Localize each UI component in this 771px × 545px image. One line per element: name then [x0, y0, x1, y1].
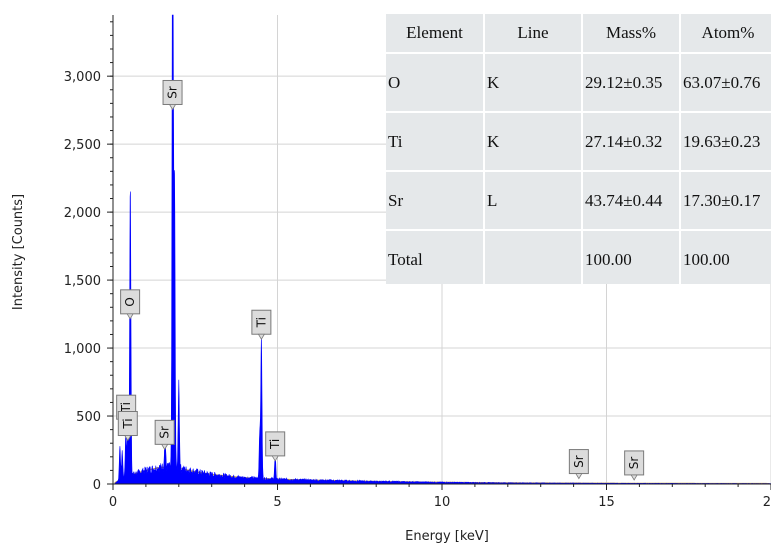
x-tick-label: 0: [109, 495, 117, 510]
x-axis-title: Energy [keV]: [405, 529, 489, 544]
y-tick-label: 1,000: [64, 342, 101, 357]
x-tick-label: 20: [763, 495, 771, 510]
header-mass: Mass%: [582, 14, 681, 54]
table-row: Sr L 43.74±0.44 17.30±0.17: [386, 171, 771, 231]
cell-line: [484, 230, 583, 284]
header-element: Element: [386, 14, 485, 54]
table-row: Ti K 27.14±0.32 19.63±0.23: [386, 112, 771, 172]
peak-label: Sr: [568, 449, 589, 480]
header-atom: Atom%: [680, 14, 771, 54]
cell-element: Ti: [386, 112, 485, 172]
peak-label: O: [120, 289, 141, 320]
cell-atom: 63.07±0.76: [680, 53, 771, 113]
cell-atom: 17.30±0.17: [680, 171, 771, 231]
cell-line: K: [484, 112, 583, 172]
cell-mass: 27.14±0.32: [582, 112, 681, 172]
cell-atom: 19.63±0.23: [680, 112, 771, 172]
x-tick-label: 10: [434, 495, 451, 510]
peak-label-text: Ti: [119, 402, 133, 413]
y-tick-label: 0: [93, 478, 101, 493]
cell-atom: 100.00: [680, 230, 771, 284]
quantification-table: Element Line Mass% Atom% O K 29.12±0.35 …: [386, 14, 771, 284]
x-tick-label: 15: [598, 495, 615, 510]
spectrum-layer: [113, 14, 771, 485]
axes: 0 5 10 15 20 0 500 1,000 1,500 2,000 2,500 3,000: [64, 15, 771, 510]
table-row-total: Total 100.00 100.00: [386, 230, 771, 284]
peak-label: Ti: [117, 411, 138, 442]
peak-label: Sr: [154, 419, 175, 451]
peak-label-pointer: [124, 435, 132, 442]
peak-label-pointer: [575, 473, 583, 480]
peak-label-text: Ti: [254, 317, 268, 328]
cell-mass: 100.00: [582, 230, 681, 284]
y-tick-label: 2,000: [64, 206, 101, 221]
y-tick-label: 1,500: [64, 274, 101, 289]
cell-element: Sr: [386, 171, 485, 231]
peak-label-text: Ti: [121, 418, 135, 429]
peak-label-pointer: [126, 313, 134, 320]
y-axis-title: Intensity [Counts]: [11, 194, 26, 310]
y-tick-label: 3,000: [64, 70, 101, 85]
peak-label-pointer: [168, 104, 177, 111]
results-table: Element Line Mass% Atom% O K 29.12±0.35 …: [386, 14, 771, 284]
peak-label-pointer: [160, 443, 169, 451]
cell-element: O: [386, 53, 485, 113]
peak-label-text: Sr: [158, 426, 172, 439]
cell-line: L: [484, 171, 583, 231]
cell-element: Total: [386, 230, 485, 284]
peak-label-text: Ti: [268, 439, 282, 450]
peak-label-text: Sr: [627, 457, 641, 470]
table-row: O K 29.12±0.35 63.07±0.76: [386, 53, 771, 113]
cell-mass: 43.74±0.44: [582, 171, 681, 231]
peak-label-pointer: [257, 333, 266, 341]
header-line: Line: [484, 14, 583, 54]
x-tick-label: 5: [273, 495, 281, 510]
peak-label: Sr: [624, 450, 645, 481]
cell-line: K: [484, 53, 583, 113]
y-tick-label: 2,500: [64, 138, 101, 153]
peak-label-text: Sr: [572, 455, 586, 468]
peak-label-pointer: [271, 455, 279, 462]
peak-label-text: Sr: [166, 86, 180, 99]
table-header-row: Element Line Mass% Atom%: [386, 14, 771, 54]
peak-label: Sr: [162, 79, 183, 111]
spectrum-area: [113, 14, 771, 485]
peak-label-pointer: [630, 474, 638, 481]
y-tick-label: 500: [76, 410, 101, 425]
cell-mass: 29.12±0.35: [582, 53, 681, 113]
peak-label: Ti: [265, 431, 286, 462]
peak-label: Ti: [251, 309, 272, 341]
peak-label-text: O: [123, 297, 137, 306]
